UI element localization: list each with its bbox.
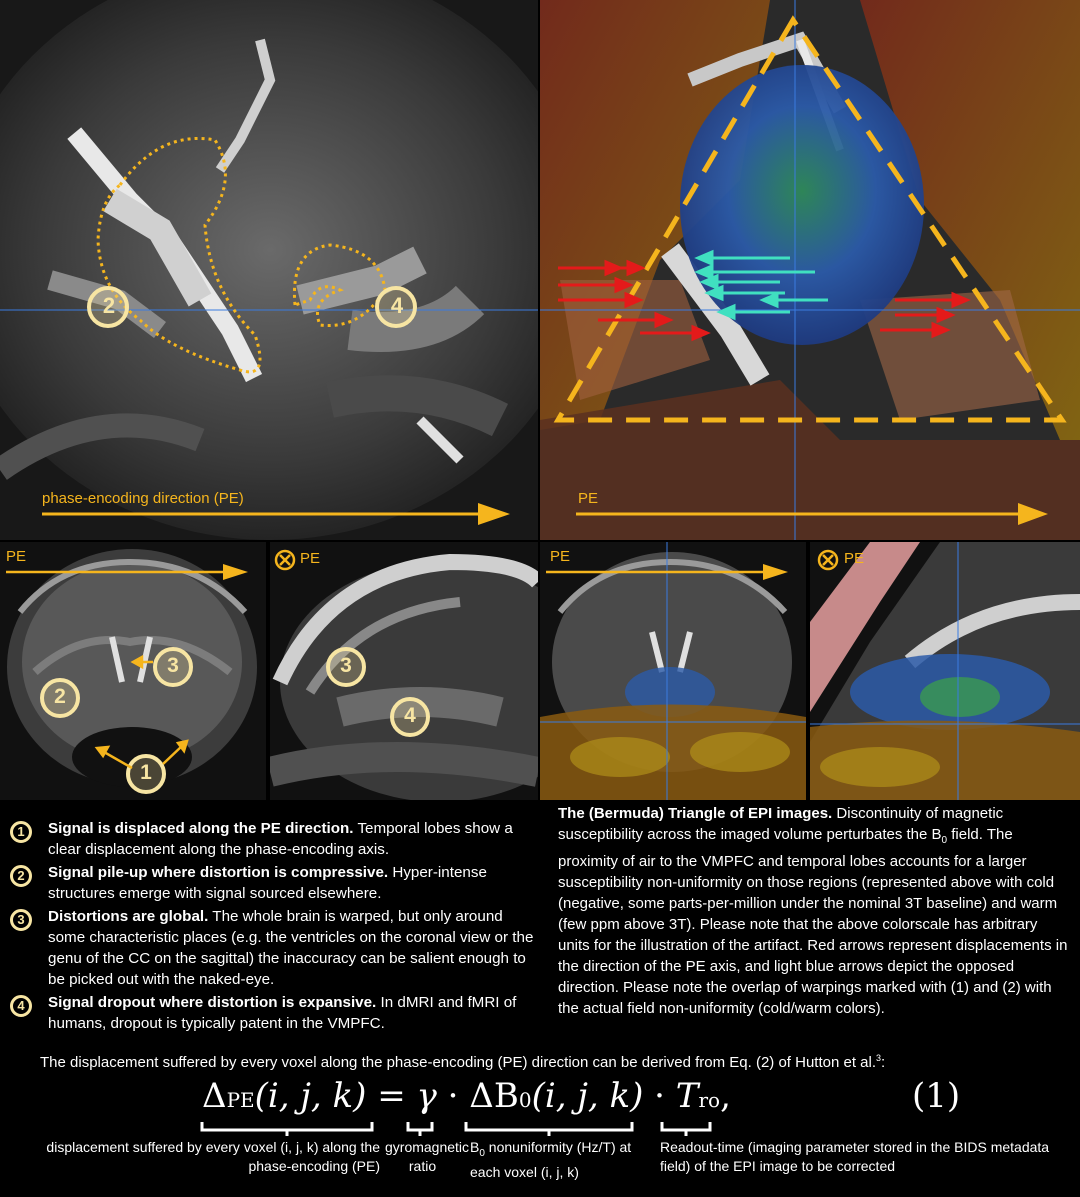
eq-t: T <box>675 1076 699 1116</box>
eq-dot-2: · <box>654 1076 665 1116</box>
marker-3-coronal: 3 <box>167 654 179 677</box>
eq-lhs-sub: PE <box>226 1088 255 1112</box>
legend-text-3: The whole brain is warped, but only arou… <box>48 908 534 988</box>
legend-number-2: 2 <box>10 865 32 887</box>
eq-gamma: γ <box>416 1076 437 1116</box>
triangle-caption-sub: 0 <box>941 835 948 846</box>
equation-intro: The displacement suffered by every voxel… <box>40 1048 1070 1073</box>
legend-text-1: Temporal lobes show a clear displacement… <box>48 820 513 858</box>
annotation-displacement: displacement suffered by every voxel (i,… <box>46 1139 380 1174</box>
panel-coronal: PE 3 2 1 <box>0 542 266 800</box>
equation-intro-end: : <box>881 1054 886 1071</box>
pe-direction-label: phase-encoding direction (PE) <box>42 490 244 507</box>
eq-delta-args: (i, j, k) <box>531 1076 644 1116</box>
sagittal-zoom-image <box>0 0 538 540</box>
eq-delta-sub: 0 <box>518 1088 532 1112</box>
eq-delta: ΔB <box>469 1076 519 1116</box>
pe-label-coronal-overlay: PE <box>550 548 571 565</box>
eq-lhs: Δ <box>202 1076 227 1116</box>
annotation-readout: Readout-time (imaging parameter stored i… <box>660 1139 1050 1174</box>
triangle-overlay-image <box>540 0 1080 540</box>
triangle-caption-title: The (Bermuda) Triangle of EPI images. <box>558 805 833 822</box>
legend-text-4: In dMRI and fMRI of humans, dropout is t… <box>48 994 517 1032</box>
legend-title-2: Signal pile-up where distortion is compr… <box>48 864 389 881</box>
panel-sagittal: PE 3 4 <box>270 542 538 800</box>
triangle-caption-text-b: field. The proximity of air to the VMPFC… <box>558 826 1068 1017</box>
marker-2-coronal: 2 <box>54 685 66 708</box>
eq-equals: = <box>377 1076 406 1116</box>
panel-top-left: 2 4 phase-encoding direction (PE) <box>0 0 538 540</box>
marker-3-sagittal: 3 <box>340 654 352 677</box>
legend-title-3: Distortions are global. <box>48 908 209 925</box>
triangle-caption-text-a: Discontinuity of magnetic susceptibility… <box>558 805 1004 843</box>
legend-number-4: 4 <box>10 995 32 1017</box>
legend-title-1: Signal is displaced along the PE directi… <box>48 820 354 837</box>
eq-t-sub: ro <box>698 1088 721 1112</box>
panel-top-right: PE <box>540 0 1080 540</box>
eq-dot-1: · <box>447 1076 459 1116</box>
annotation-b0-sub: 0 <box>479 1147 485 1159</box>
marker-4-sagittal: 4 <box>404 704 416 727</box>
panel-sagittal-overlay: PE <box>810 542 1080 800</box>
legend-item-2: 2 Signal pile-up where distortion is com… <box>10 862 538 904</box>
equation-number: (1) <box>912 1076 961 1116</box>
equation-underbraces <box>200 1122 712 1136</box>
annotation-b0-b: nonuniformity (Hz/T) at each voxel (i, j… <box>470 1139 632 1180</box>
annotation-b0: B0 nonuniformity (Hz/T) at each voxel (i… <box>470 1138 640 1182</box>
legend-number-3: 3 <box>10 909 32 931</box>
equation-intro-text: The displacement suffered by every voxel… <box>40 1054 877 1071</box>
pe-label-sagittal: PE <box>300 550 321 567</box>
legend-item-3: 3 Distortions are global. The whole brai… <box>10 906 538 990</box>
pe-label-top-right: PE <box>578 490 599 507</box>
pe-label-sagittal-overlay: PE <box>844 550 865 567</box>
triangle-caption: The (Bermuda) Triangle of EPI images. Di… <box>558 803 1070 1019</box>
marker-4-top: 4 <box>390 293 404 318</box>
coronal-image <box>0 542 266 800</box>
panel-coronal-overlay: PE <box>540 542 806 800</box>
equation: ΔPE(i, j, k) = γ · ΔB0(i, j, k) · Tro, <box>202 1076 731 1116</box>
sagittal-image <box>270 542 538 800</box>
legend-title-4: Signal dropout where distortion is expan… <box>48 994 377 1011</box>
legend-item-1: 1 Signal is displaced along the PE direc… <box>10 818 538 860</box>
legend-text-2: Hyper-intense structures emerge with sig… <box>48 864 487 902</box>
legend-item-4: 4 Signal dropout where distortion is exp… <box>10 992 538 1034</box>
eq-lhs-args: (i, j, k) <box>254 1076 367 1116</box>
pe-label-coronal: PE <box>6 548 27 565</box>
marker-1-coronal: 1 <box>140 761 152 784</box>
eq-comma: , <box>720 1076 731 1116</box>
legend-number-1: 1 <box>10 821 32 843</box>
annotation-gyro: gyromagnetic ratio <box>385 1139 470 1174</box>
coronal-overlay-image <box>540 542 806 800</box>
sagittal-overlay-image <box>810 542 1080 800</box>
marker-2-top: 2 <box>102 293 116 318</box>
annotation-b0-a: B <box>470 1139 480 1155</box>
equation-intro-ref: 3 <box>876 1053 882 1063</box>
